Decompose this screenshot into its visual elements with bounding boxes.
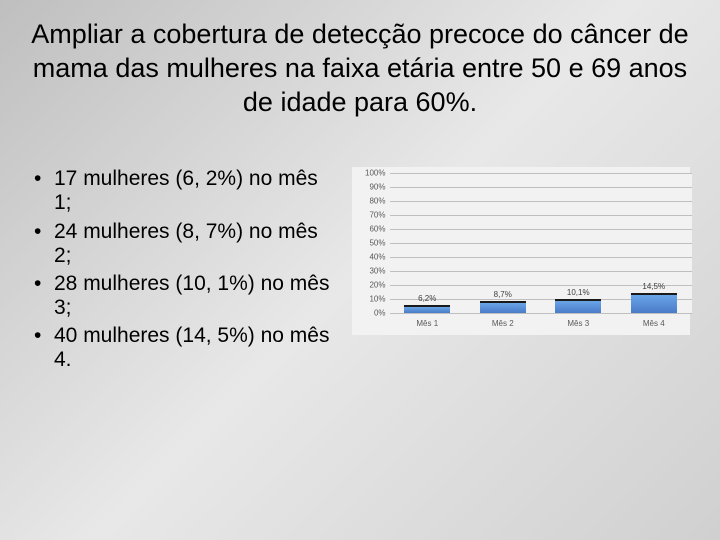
chart-y-label: 100%	[356, 169, 386, 178]
chart-gridline	[390, 243, 692, 244]
chart-gridline	[390, 201, 692, 202]
chart-y-label: 40%	[356, 253, 386, 262]
bullet-list: 17 mulheres (6, 2%) no mês 1; 24 mulhere…	[30, 167, 340, 376]
chart-y-label: 90%	[356, 183, 386, 192]
chart-x-label: Mês 1	[416, 319, 438, 328]
chart-gridline	[390, 313, 692, 314]
chart-gridline	[390, 173, 692, 174]
slide: Ampliar a cobertura de detecção precoce …	[0, 0, 720, 540]
chart-y-label: 30%	[356, 267, 386, 276]
slide-title: Ampliar a cobertura de detecção precoce …	[30, 18, 690, 119]
chart-y-label: 20%	[356, 281, 386, 290]
chart-bar	[631, 293, 677, 313]
chart-value-label: 10,1%	[567, 288, 590, 297]
chart-gridline	[390, 187, 692, 188]
bar-chart: 0% 10% 20% 30% 40% 50% 60% 70% 80% 90% 100% 6,2% Mês…	[352, 167, 691, 335]
chart-bar	[555, 299, 601, 313]
chart-x-label: Mês 4	[643, 319, 665, 328]
chart-y-label: 10%	[356, 295, 386, 304]
chart-gridline	[390, 229, 692, 230]
bullet-item: 40 mulheres (14, 5%) no mês 4.	[30, 324, 340, 372]
chart-y-label: 50%	[356, 239, 386, 248]
chart-y-label: 0%	[356, 309, 386, 318]
chart-y-label: 60%	[356, 225, 386, 234]
chart-value-label: 14,5%	[642, 282, 665, 291]
chart-value-label: 6,2%	[418, 294, 436, 303]
content-row: 17 mulheres (6, 2%) no mês 1; 24 mulhere…	[30, 167, 690, 376]
bullet-item: 28 mulheres (10, 1%) no mês 3;	[30, 272, 340, 320]
chart-gridline	[390, 271, 692, 272]
chart-bar	[480, 301, 526, 313]
chart-gridline	[390, 257, 692, 258]
chart-value-label: 8,7%	[494, 290, 512, 299]
chart-y-label: 80%	[356, 197, 386, 206]
chart-y-label: 70%	[356, 211, 386, 220]
chart-bar	[404, 305, 450, 314]
chart-x-label: Mês 3	[567, 319, 589, 328]
chart-x-label: Mês 2	[492, 319, 514, 328]
bullet-item: 17 mulheres (6, 2%) no mês 1;	[30, 167, 340, 215]
bullet-item: 24 mulheres (8, 7%) no mês 2;	[30, 220, 340, 268]
chart-gridline	[390, 215, 692, 216]
